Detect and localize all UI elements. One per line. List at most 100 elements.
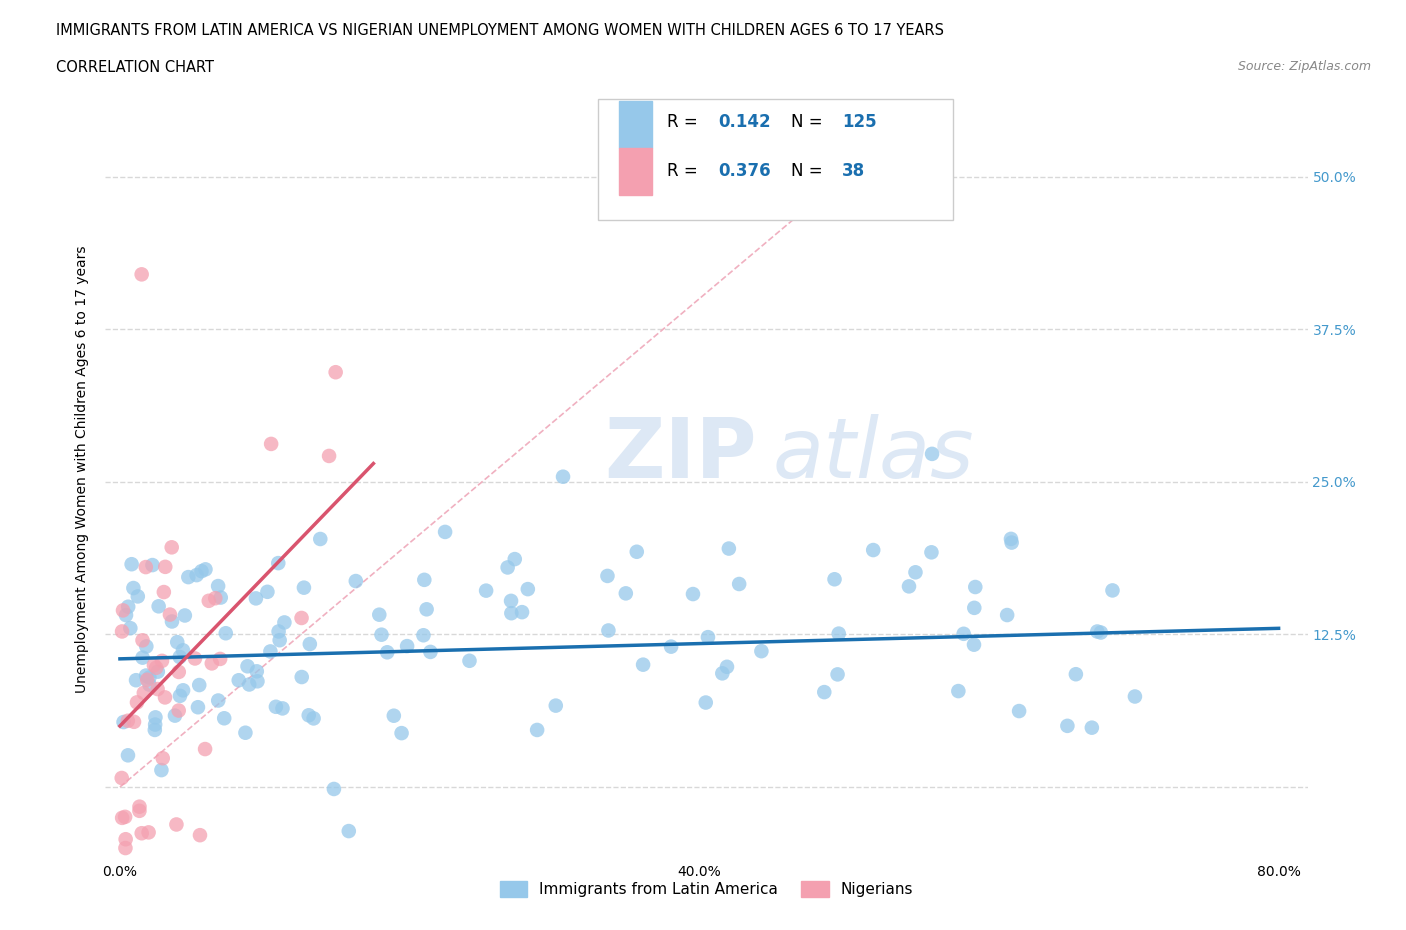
Point [228, 672, 250, 687]
Bar [619, 101, 652, 148]
Point [375, 644, 398, 659]
Point [122, 580, 145, 595]
Point [143, 717, 166, 732]
Bar [619, 148, 652, 194]
Point [117, 599, 139, 614]
Point [155, 560, 177, 575]
Point [145, 710, 167, 724]
Point [952, 627, 974, 642]
Point [143, 723, 166, 737]
Point [716, 659, 738, 674]
Point [125, 695, 148, 710]
Point [209, 591, 232, 605]
Point [963, 601, 986, 616]
Point [194, 741, 217, 756]
Point [259, 644, 281, 658]
Point [128, 799, 150, 814]
Text: atlas: atlas [773, 414, 974, 495]
Point [132, 685, 155, 700]
Point [413, 572, 436, 587]
Text: 0.142: 0.142 [718, 113, 770, 131]
Point [510, 604, 533, 619]
Point [120, 620, 142, 635]
Point [415, 602, 437, 617]
Point [148, 599, 170, 614]
Text: R =: R = [666, 162, 697, 180]
Point [111, 810, 134, 825]
Text: 0.376: 0.376 [718, 162, 770, 180]
Point [965, 579, 987, 594]
Point [235, 725, 257, 740]
Point [114, 831, 136, 846]
Point [298, 708, 321, 723]
Point [1056, 718, 1078, 733]
Point [382, 709, 405, 724]
Point [167, 703, 190, 718]
Point [111, 771, 134, 786]
Point [160, 540, 183, 555]
Point [325, 365, 347, 379]
Point [1085, 624, 1108, 639]
Point [117, 713, 139, 728]
Point [995, 607, 1018, 622]
Point [135, 639, 157, 654]
Point [188, 678, 211, 693]
Point [302, 711, 325, 725]
Point [260, 436, 283, 451]
Text: ZIP: ZIP [605, 414, 756, 495]
Point [434, 525, 457, 539]
Point [212, 711, 235, 725]
Point [112, 714, 135, 729]
Point [344, 574, 367, 589]
Point [186, 567, 208, 582]
Point [1081, 720, 1104, 735]
Point [751, 644, 773, 658]
Point [697, 630, 720, 644]
Point [153, 585, 176, 600]
Point [135, 560, 157, 575]
Point [142, 658, 165, 672]
Text: N =: N = [790, 162, 823, 180]
Text: 125: 125 [842, 113, 877, 131]
Point [337, 824, 360, 839]
Point [682, 587, 704, 602]
Point [160, 614, 183, 629]
FancyBboxPatch shape [599, 99, 953, 219]
Point [136, 672, 159, 687]
Point [948, 684, 970, 698]
Point [166, 634, 188, 649]
Legend: Immigrants from Latin America, Nigerians: Immigrants from Latin America, Nigerians [494, 875, 920, 903]
Point [659, 639, 682, 654]
Point [419, 644, 441, 659]
Point [207, 578, 229, 593]
Point [458, 654, 481, 669]
Point [141, 558, 163, 573]
Point [963, 637, 986, 652]
Point [298, 637, 321, 652]
Point [256, 584, 278, 599]
Point [197, 593, 219, 608]
Point [827, 667, 849, 682]
Point [309, 532, 332, 547]
Text: R =: R = [666, 113, 697, 131]
Point [204, 591, 226, 605]
Point [1064, 667, 1087, 682]
Point [1000, 531, 1022, 546]
Point [121, 557, 143, 572]
Point [165, 817, 187, 832]
Point [172, 643, 194, 658]
Point [862, 542, 884, 557]
Point [173, 608, 195, 623]
Point [169, 649, 191, 664]
Text: 38: 38 [842, 162, 866, 180]
Point [813, 684, 835, 699]
Point [1090, 625, 1112, 640]
Point [828, 626, 851, 641]
Point [115, 607, 138, 622]
Point [292, 580, 315, 595]
Point [475, 583, 498, 598]
Point [291, 670, 314, 684]
Point [904, 565, 927, 579]
Point [146, 664, 169, 679]
Point [138, 670, 160, 684]
